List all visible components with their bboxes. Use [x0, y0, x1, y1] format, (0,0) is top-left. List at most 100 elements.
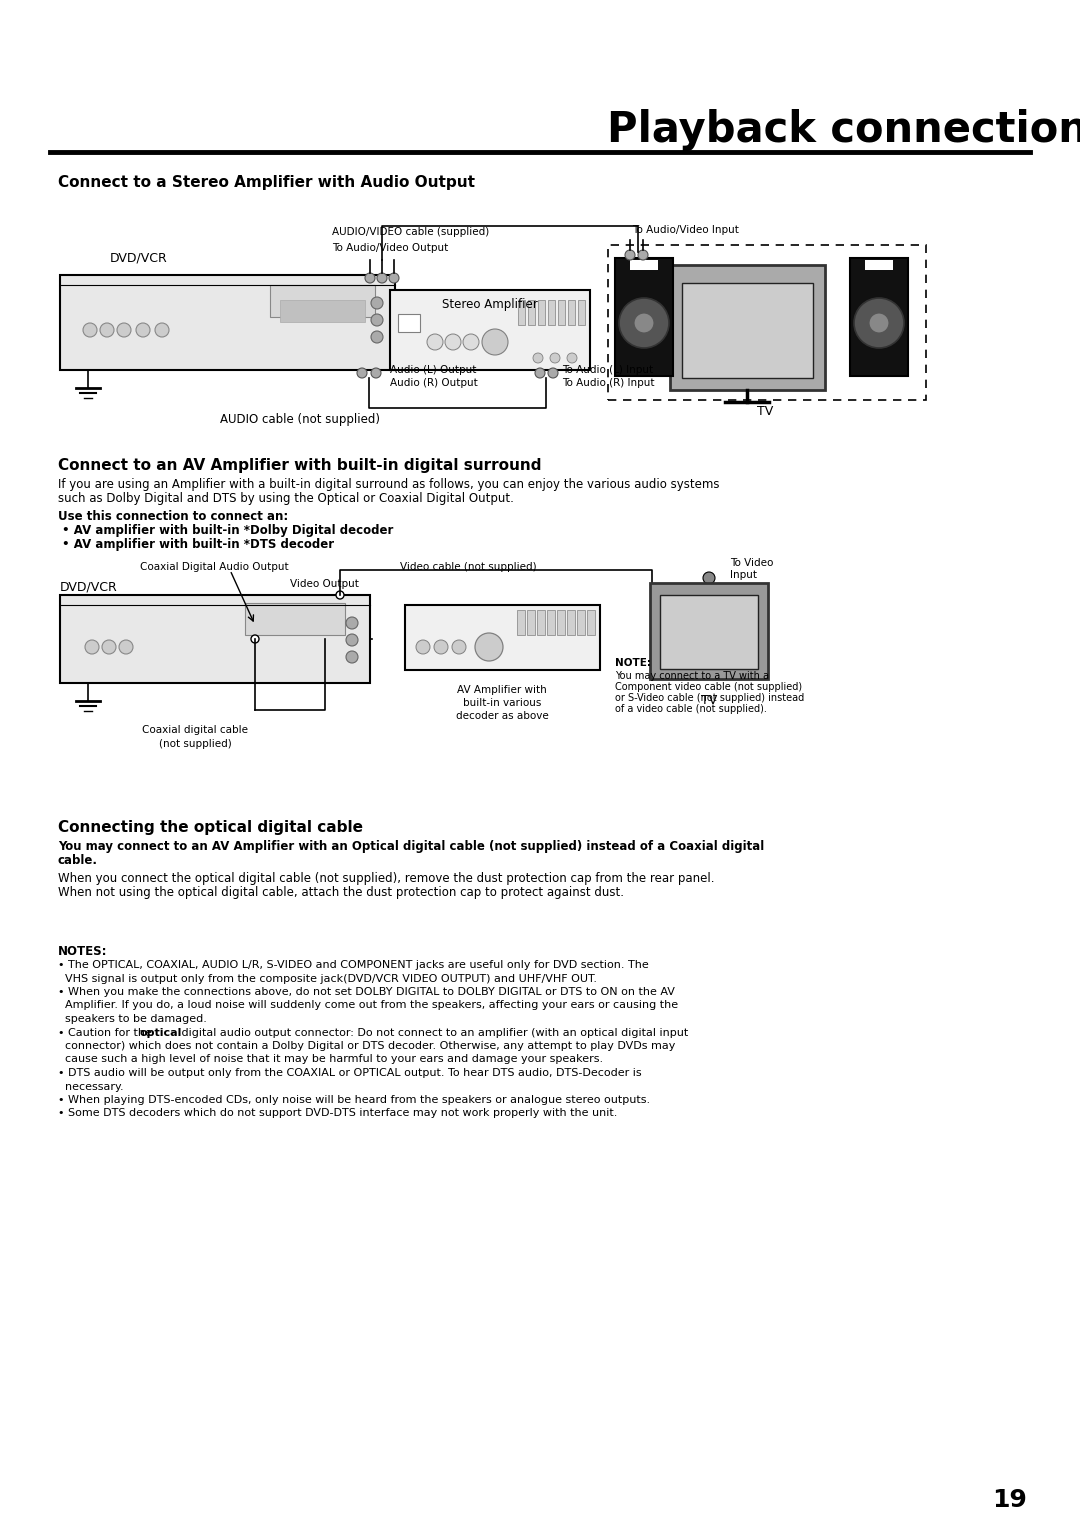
Text: • The OPTICAL, COAXIAL, AUDIO L/R, S-VIDEO and COMPONENT jacks are useful only f: • The OPTICAL, COAXIAL, AUDIO L/R, S-VID… — [58, 960, 649, 970]
Bar — [588, 610, 595, 636]
Text: cable.: cable. — [58, 854, 98, 866]
Circle shape — [445, 335, 461, 350]
Circle shape — [548, 368, 558, 377]
Text: Audio (R) Output: Audio (R) Output — [390, 377, 477, 388]
Circle shape — [869, 313, 889, 333]
Text: necessary.: necessary. — [58, 1082, 123, 1091]
Bar — [670, 264, 825, 390]
Text: Coaxial Digital Audio Output: Coaxial Digital Audio Output — [140, 562, 288, 571]
Bar — [537, 610, 545, 636]
Text: Coaxial digital cable: Coaxial digital cable — [141, 724, 248, 735]
Text: Connect to a Stereo Amplifier with Audio Output: Connect to a Stereo Amplifier with Audio… — [58, 176, 475, 189]
Bar — [405, 605, 600, 669]
Text: Input: Input — [730, 570, 757, 581]
Text: of a video cable (not supplied).: of a video cable (not supplied). — [615, 704, 767, 714]
Text: • Some DTS decoders which do not support DVD-DTS interface may not work properly: • Some DTS decoders which do not support… — [58, 1108, 618, 1118]
Circle shape — [475, 633, 503, 662]
Circle shape — [156, 322, 168, 338]
Bar — [270, 286, 375, 316]
Circle shape — [372, 296, 383, 309]
Bar — [527, 610, 535, 636]
Text: • DTS audio will be output only from the COAXIAL or OPTICAL output. To hear DTS : • DTS audio will be output only from the… — [58, 1068, 642, 1077]
Text: You may connect to a TV with a: You may connect to a TV with a — [615, 671, 769, 681]
Circle shape — [625, 251, 635, 260]
Circle shape — [416, 640, 430, 654]
Bar — [568, 299, 575, 325]
Bar — [567, 610, 575, 636]
Bar — [865, 260, 893, 270]
Circle shape — [102, 640, 116, 654]
Text: Playback connections: Playback connections — [607, 108, 1080, 151]
Text: AUDIO cable (not supplied): AUDIO cable (not supplied) — [220, 414, 380, 426]
Text: speakers to be damaged.: speakers to be damaged. — [58, 1015, 207, 1024]
Bar — [399, 313, 420, 332]
Text: When you connect the optical digital cable (not supplied), remove the dust prote: When you connect the optical digital cab… — [58, 872, 715, 885]
Circle shape — [703, 571, 715, 584]
Text: AV Amplifier with: AV Amplifier with — [457, 685, 546, 695]
Circle shape — [434, 640, 448, 654]
Text: or S-Video cable (not supplied) instead: or S-Video cable (not supplied) instead — [615, 694, 805, 703]
Circle shape — [372, 368, 381, 377]
Text: Use this connection to connect an:: Use this connection to connect an: — [58, 510, 288, 523]
Circle shape — [482, 329, 508, 354]
Circle shape — [119, 640, 133, 654]
Text: To Audio/Video Input: To Audio/Video Input — [632, 225, 739, 235]
Text: • AV amplifier with built-in *DTS decoder: • AV amplifier with built-in *DTS decode… — [62, 538, 334, 552]
Circle shape — [372, 332, 383, 342]
Bar — [660, 594, 758, 669]
Circle shape — [136, 322, 150, 338]
Circle shape — [535, 368, 545, 377]
Text: VHS signal is output only from the composite jack(DVD/VCR VIDEO OUTPUT) and UHF/: VHS signal is output only from the compo… — [58, 973, 597, 984]
Circle shape — [85, 640, 99, 654]
Bar — [518, 299, 525, 325]
Circle shape — [346, 617, 357, 630]
Text: digital audio output connector: Do not connect to an amplifier (with an optical : digital audio output connector: Do not c… — [177, 1027, 688, 1038]
Bar — [528, 299, 535, 325]
Text: Video Output: Video Output — [291, 579, 359, 588]
Circle shape — [100, 322, 114, 338]
Circle shape — [619, 298, 669, 348]
Text: Stereo Amplifier: Stereo Amplifier — [442, 298, 538, 312]
Text: cause such a high level of noise that it may be harmful to your ears and damage : cause such a high level of noise that it… — [58, 1054, 603, 1065]
Circle shape — [346, 651, 357, 663]
Text: connector) which does not contain a Dolby Digital or DTS decoder. Otherwise, any: connector) which does not contain a Dolb… — [58, 1041, 675, 1051]
Text: optical: optical — [139, 1027, 181, 1038]
Circle shape — [854, 298, 904, 348]
Text: (not supplied): (not supplied) — [159, 740, 231, 749]
Text: such as Dolby Digital and DTS by using the Optical or Coaxial Digital Output.: such as Dolby Digital and DTS by using t… — [58, 492, 514, 504]
Bar — [390, 290, 590, 370]
Text: To Audio (L) Input: To Audio (L) Input — [562, 365, 653, 374]
Circle shape — [389, 274, 399, 283]
Text: AUDIO/VIDEO cable (supplied): AUDIO/VIDEO cable (supplied) — [332, 228, 489, 237]
Text: Connect to an AV Amplifier with built-in digital surround: Connect to an AV Amplifier with built-in… — [58, 458, 541, 474]
Bar — [615, 258, 673, 376]
Bar — [60, 275, 395, 370]
Circle shape — [638, 251, 648, 260]
Text: DVD/VCR: DVD/VCR — [110, 252, 167, 264]
Bar — [548, 299, 555, 325]
Bar — [630, 260, 658, 270]
Text: • Caution for the: • Caution for the — [58, 1027, 156, 1038]
Text: • When you make the connections above, do not set DOLBY DIGITAL to DOLBY DIGITAL: • When you make the connections above, d… — [58, 987, 675, 996]
Text: To Audio (R) Input: To Audio (R) Input — [562, 377, 654, 388]
Bar — [850, 258, 908, 376]
Text: • When playing DTS-encoded CDs, only noise will be heard from the speakers or an: • When playing DTS-encoded CDs, only noi… — [58, 1096, 650, 1105]
Circle shape — [427, 335, 443, 350]
Circle shape — [372, 313, 383, 325]
Text: TV: TV — [701, 694, 717, 707]
Text: NOTES:: NOTES: — [58, 944, 108, 958]
Bar — [608, 244, 926, 400]
Text: DVD/VCR: DVD/VCR — [60, 581, 118, 593]
Bar — [558, 299, 565, 325]
Bar — [546, 610, 555, 636]
Text: If you are using an Amplifier with a built-in digital surround as follows, you c: If you are using an Amplifier with a bui… — [58, 478, 719, 490]
Bar — [60, 594, 370, 683]
Circle shape — [377, 274, 387, 283]
Text: To Audio/Video Output: To Audio/Video Output — [332, 243, 448, 254]
Circle shape — [534, 353, 543, 364]
Circle shape — [346, 634, 357, 646]
Text: Audio (L) Output: Audio (L) Output — [390, 365, 476, 374]
Text: • AV amplifier with built-in *Dolby Digital decoder: • AV amplifier with built-in *Dolby Digi… — [62, 524, 393, 536]
Circle shape — [251, 636, 259, 643]
Text: 19: 19 — [993, 1488, 1027, 1513]
